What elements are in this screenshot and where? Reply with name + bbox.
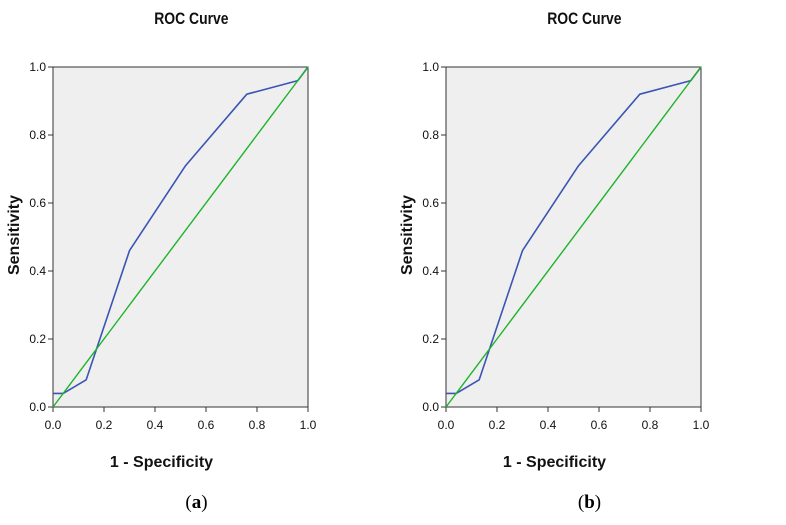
- x-axis-label: 1 - Specificity: [503, 454, 606, 471]
- y-axis-label: Sensitivity: [6, 195, 23, 275]
- y-tick-label: 0.4: [422, 264, 439, 278]
- y-tick-label: 0.0: [422, 400, 439, 414]
- x-tick-label: 0.2: [489, 418, 506, 432]
- reference-line: [445, 66, 702, 408]
- chart-title: ROC Curve: [154, 10, 229, 29]
- y-tick-label: 1.0: [29, 60, 46, 74]
- caption-close-paren: ): [594, 492, 602, 513]
- caption-close-paren: ): [201, 492, 208, 513]
- y-axis-label: Sensitivity: [399, 195, 416, 275]
- chart-title: ROC Curve: [547, 10, 622, 29]
- y-tick-label: 0.8: [422, 128, 439, 142]
- y-tick-label: 0.4: [29, 264, 46, 278]
- y-tick-label: 0.2: [422, 332, 439, 346]
- x-tick-label: 0.0: [45, 418, 62, 432]
- x-tick-label: 1.0: [693, 418, 710, 432]
- roc-chart-panel-a: ROC Curve 0.0 0.2 0.4 0.6 0.8 1.0 0.0 0.2 0.4 0.6 0…: [0, 10, 393, 514]
- y-tick-label: 0.6: [422, 196, 439, 210]
- x-tick-label: 0.8: [642, 418, 659, 432]
- y-tick-label: 0.6: [29, 196, 46, 210]
- caption-letter: a: [191, 492, 202, 513]
- caption-open-paren: (: [185, 492, 192, 513]
- x-tick-label: 0.6: [591, 418, 608, 432]
- x-tick-label: 1.0: [300, 418, 317, 432]
- caption-a: (a): [0, 492, 393, 514]
- x-tick-label: 0.8: [249, 418, 266, 432]
- y-tick-label: 0.2: [29, 332, 46, 346]
- x-tick-label: 0.4: [147, 418, 164, 432]
- x-tick-label: 0.4: [540, 418, 557, 432]
- y-tick-label: 1.0: [422, 60, 439, 74]
- x-tick-label: 0.6: [198, 418, 215, 432]
- roc-chart-b: ROC Curve 0.0 0.2 0.4 0.6 0.8 1.0 0.0 0.2 0.4 0.6 0…: [399, 10, 710, 471]
- roc-chart-panel-b: ROC Curve 0.0 0.2 0.4 0.6 0.8 1.0 0.0 0.2 0.4 0.6 0…: [393, 0, 786, 525]
- y-tick-label: 0.0: [29, 400, 46, 414]
- caption-open-paren: (: [577, 492, 585, 513]
- caption-b: (b): [393, 492, 786, 514]
- caption-letter: b: [584, 492, 595, 513]
- x-tick-label: 0.0: [438, 418, 455, 432]
- x-axis-label: 1 - Specificity: [110, 454, 213, 471]
- roc-chart-a: ROC Curve 0.0 0.2 0.4 0.6 0.8 1.0 0.0 0.2 0.4 0.6 0…: [6, 10, 317, 471]
- y-tick-label: 0.8: [29, 128, 46, 142]
- reference-line: [52, 66, 309, 408]
- x-tick-label: 0.2: [96, 418, 113, 432]
